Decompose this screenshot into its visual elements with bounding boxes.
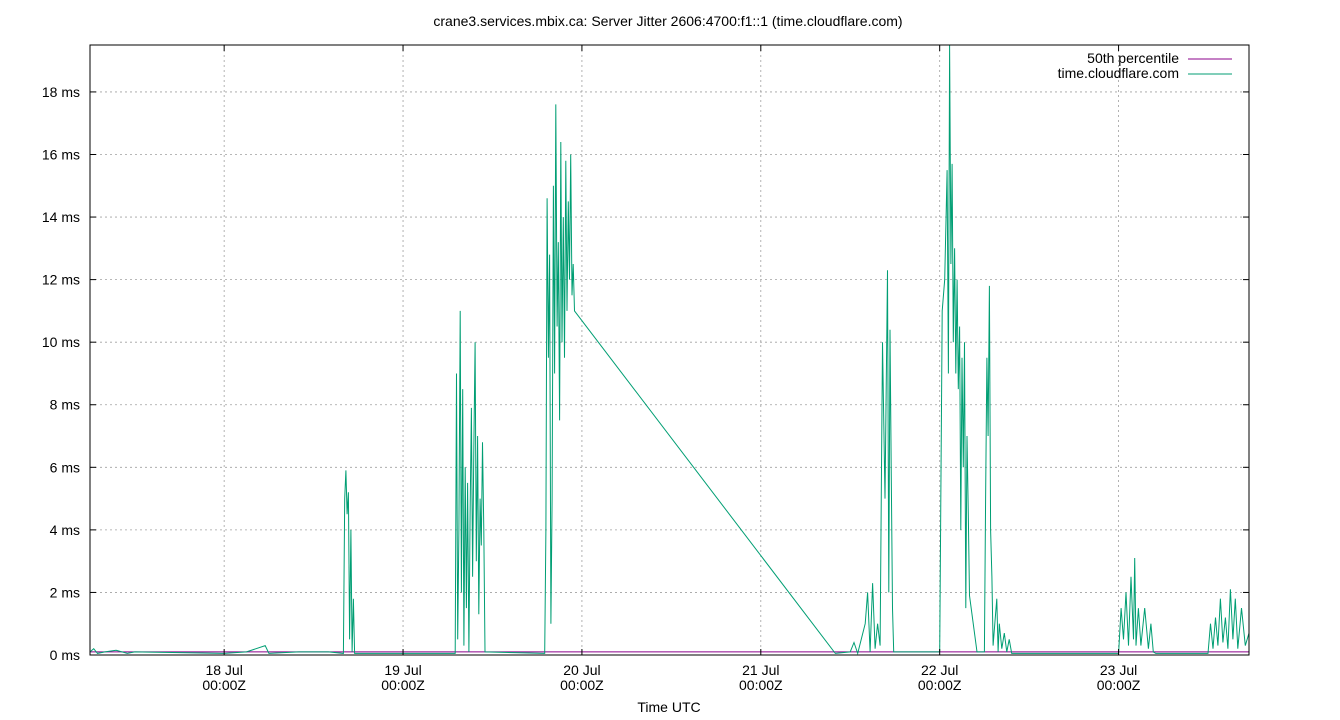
y-tick-label: 16 ms — [42, 146, 80, 162]
y-tick-label: 10 ms — [42, 334, 80, 350]
y-tick-label: 2 ms — [50, 584, 80, 600]
y-tick-label: 8 ms — [50, 397, 80, 413]
plot-frame — [89, 44, 1250, 656]
x-tick-label-time: 00:00Z — [560, 677, 604, 693]
x-tick-label-date: 22 Jul — [921, 662, 958, 678]
legend-label: 50th percentile — [1087, 50, 1179, 66]
legend-label: time.cloudflare.com — [1058, 65, 1179, 81]
y-tick-label: 6 ms — [50, 459, 80, 475]
x-tick-label-date: 20 Jul — [563, 662, 600, 678]
x-tick-label-time: 00:00Z — [918, 677, 962, 693]
x-tick-label-date: 18 Jul — [205, 662, 242, 678]
grid — [90, 45, 1249, 656]
series-line — [89, 44, 1250, 656]
y-tick-label: 18 ms — [42, 84, 80, 100]
y-tick-label: 12 ms — [42, 272, 80, 288]
x-tick-label-time: 00:00Z — [739, 677, 783, 693]
chart-title: crane3.services.mbix.ca: Server Jitter 2… — [433, 13, 902, 29]
y-axis: 0 ms 2 ms 4 ms 6 ms 8 ms 10 ms 12 ms 14 ms 16 ms… — [42, 84, 1249, 663]
x-axis-label: Time UTC — [637, 699, 700, 715]
x-tick-label-time: 00:00Z — [1097, 677, 1141, 693]
y-tick-label: 14 ms — [42, 209, 80, 225]
series-layer — [89, 44, 1250, 656]
x-tick-label-date: 21 Jul — [742, 662, 779, 678]
x-tick-label-time: 00:00Z — [381, 677, 425, 693]
y-tick-label: 4 ms — [50, 522, 80, 538]
y-tick-label: 0 ms — [50, 647, 80, 663]
x-tick-label-date: 19 Jul — [384, 662, 421, 678]
x-tick-label-date: 23 Jul — [1100, 662, 1137, 678]
x-tick-label-time: 00:00Z — [202, 677, 246, 693]
